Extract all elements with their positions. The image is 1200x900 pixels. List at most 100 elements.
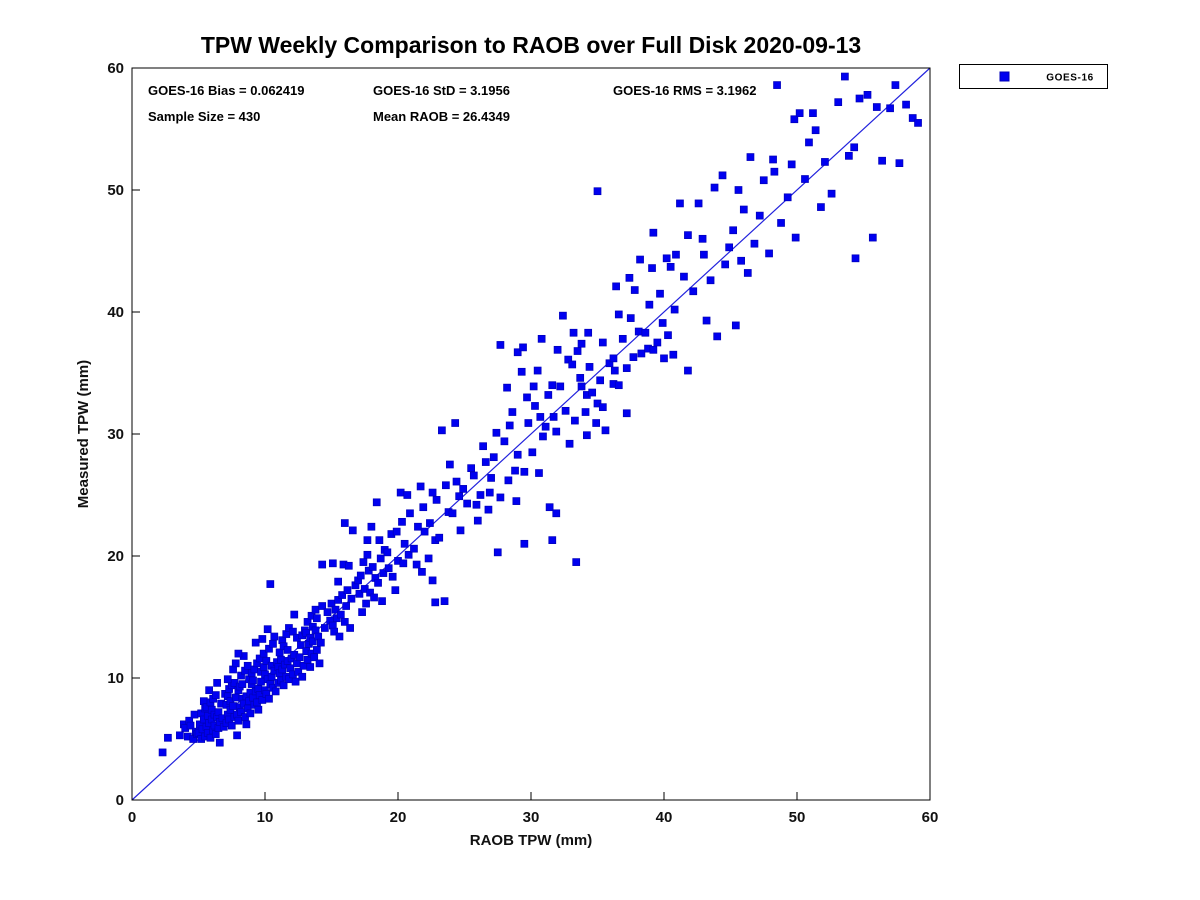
- scatter-point: [895, 159, 904, 168]
- scatter-point: [451, 419, 460, 427]
- scatter-point: [328, 559, 337, 568]
- scatter-point: [338, 591, 346, 599]
- scatter-point: [541, 422, 550, 431]
- scatter-point: [569, 328, 578, 337]
- scatter-point: [432, 496, 441, 504]
- scatter-point: [664, 331, 672, 340]
- scatter-point: [403, 491, 412, 499]
- scatter-point: [231, 659, 240, 668]
- scatter-point: [834, 98, 843, 107]
- scatter-point: [672, 250, 680, 259]
- scatter-point: [455, 492, 464, 501]
- scatter-point: [520, 539, 529, 548]
- scatter-point: [592, 419, 601, 427]
- scatter-point: [269, 639, 277, 648]
- scatter-point: [759, 176, 768, 185]
- scatter-point: [645, 300, 654, 309]
- scatter-point: [713, 332, 722, 341]
- scatter-point: [303, 618, 312, 626]
- scatter-point: [257, 677, 265, 686]
- scatter-point: [492, 428, 501, 437]
- scatter-point: [383, 548, 392, 557]
- scatter-point: [340, 519, 349, 527]
- y-tick-label: 40: [107, 304, 124, 321]
- scatter-point: [689, 287, 698, 296]
- scatter-point: [851, 254, 860, 263]
- scatter-point: [539, 432, 547, 441]
- scatter-point: [238, 680, 247, 688]
- scatter-point: [805, 138, 813, 147]
- scatter-point: [313, 614, 321, 623]
- scatter-point: [214, 708, 223, 717]
- scatter-point: [559, 311, 567, 320]
- scatter-point: [637, 349, 646, 358]
- scatter-point: [571, 416, 579, 425]
- scatter-point: [416, 482, 425, 491]
- scatter-point: [211, 691, 220, 699]
- scatter-point: [734, 186, 743, 194]
- scatter-point: [641, 328, 650, 337]
- scatter-point: [710, 183, 719, 192]
- scatter-point: [340, 618, 349, 626]
- scatter-point: [438, 426, 446, 435]
- scatter-point: [368, 563, 377, 571]
- scatter-point: [318, 560, 327, 569]
- scatter-point: [231, 693, 240, 702]
- y-tick-label: 20: [107, 548, 124, 565]
- x-tick-label: 60: [922, 809, 939, 826]
- scatter-point: [229, 702, 237, 710]
- legend-box: [959, 64, 1108, 89]
- scatter-point: [565, 439, 574, 448]
- scatter-point: [398, 517, 406, 526]
- scatter-point: [572, 558, 581, 566]
- scatter-point: [504, 476, 513, 485]
- scatter-point: [242, 720, 251, 729]
- scatter-point: [855, 94, 864, 103]
- scatter-point: [399, 559, 408, 568]
- x-tick-label: 50: [789, 809, 806, 826]
- scatter-point: [629, 353, 638, 361]
- scatter-point: [258, 635, 267, 643]
- scatter-point: [374, 578, 382, 587]
- scatter-point: [609, 354, 618, 363]
- scatter-point: [302, 629, 311, 637]
- scatter-point: [418, 568, 426, 576]
- x-tick-label: 40: [656, 809, 673, 826]
- scatter-point: [459, 485, 468, 493]
- scatter-point: [783, 193, 792, 202]
- scatter-point: [376, 554, 385, 563]
- scatter-point: [270, 632, 279, 641]
- scatter-point: [355, 589, 364, 598]
- scatter-point: [213, 679, 221, 687]
- scatter-point: [536, 413, 545, 421]
- scatter-point: [164, 733, 172, 742]
- scatter-point: [593, 187, 602, 196]
- scatter-point: [496, 493, 505, 502]
- scatter-point: [625, 273, 634, 282]
- scatter-point: [553, 345, 562, 354]
- scatter-point: [634, 327, 643, 336]
- scatter-point: [309, 637, 317, 646]
- scatter-point: [400, 539, 409, 548]
- scatter-point: [367, 522, 376, 531]
- scatter-point: [347, 594, 356, 603]
- scatter-point: [765, 249, 773, 258]
- scatter-point: [588, 388, 597, 397]
- scatter-point: [731, 321, 740, 330]
- scatter-point: [186, 721, 195, 730]
- scatter-point: [528, 448, 537, 457]
- scatter-point: [523, 393, 531, 402]
- scatter-point: [676, 199, 684, 208]
- scatter-point: [500, 437, 509, 446]
- scatter-point: [469, 471, 478, 480]
- chart-title: TPW Weekly Comparison to RAOB over Full …: [201, 32, 861, 58]
- scatter-point: [552, 509, 561, 518]
- scatter-point: [484, 505, 493, 514]
- scatter-point: [246, 709, 255, 718]
- scatter-point: [311, 605, 320, 614]
- scatter-point: [419, 503, 428, 512]
- scatter-point: [636, 255, 644, 264]
- scatter-point: [372, 498, 381, 507]
- scatter-point: [356, 571, 365, 580]
- scatter-point: [573, 347, 582, 355]
